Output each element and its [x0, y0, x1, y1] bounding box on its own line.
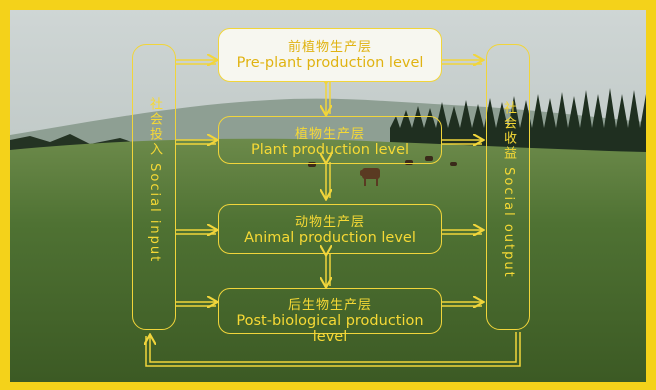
level-4-zh: 后生物生产层 [287, 298, 372, 313]
social-input-zh: 社会投入 [147, 97, 162, 157]
social-input-label: 社会投入 Social input [145, 97, 164, 263]
level-1-en: Pre-plant production level [236, 55, 424, 71]
grassland-photo: 社会投入 Social input 社会收益 Social output 前植物… [10, 10, 646, 382]
level-box-plant: 植物生产层 Plant production level [218, 116, 442, 164]
level-1-zh: 前植物生产层 [287, 40, 372, 55]
social-output-box: 社会收益 Social output [486, 44, 530, 330]
level-box-animal: 动物生产层 Animal production level [218, 204, 442, 254]
feedback-loop [150, 332, 517, 363]
level-box-pre-plant: 前植物生产层 Pre-plant production level [218, 28, 442, 82]
level-2-en: Plant production level [250, 142, 410, 158]
connector-layer [10, 10, 521, 367]
social-input-en: Social input [147, 163, 162, 264]
level-box-post-biological: 后生物生产层 Post-biological production level [218, 288, 442, 345]
social-output-zh: 社会收益 [501, 101, 516, 161]
level-3-zh: 动物生产层 [294, 215, 365, 230]
social-output-en: Social output [501, 167, 516, 279]
level-4-en: Post-biological production level [236, 313, 424, 345]
ecosystem-diagram: 社会投入 Social input 社会收益 Social output 前植物… [10, 10, 646, 382]
level-3-en: Animal production level [244, 230, 416, 246]
feedback-loop-b [145, 332, 521, 367]
social-input-box: 社会投入 Social input [132, 44, 176, 330]
level-2-zh: 植物生产层 [294, 127, 365, 142]
social-output-label: 社会收益 Social output [499, 101, 518, 279]
